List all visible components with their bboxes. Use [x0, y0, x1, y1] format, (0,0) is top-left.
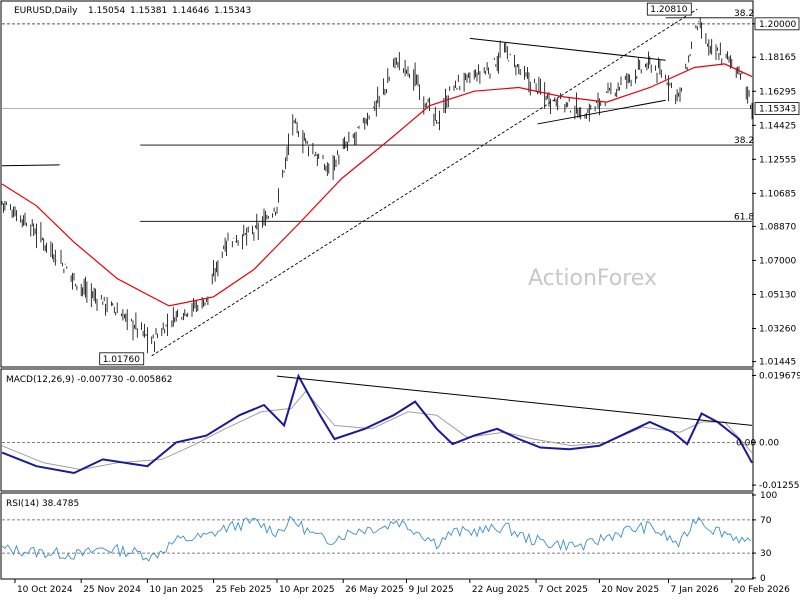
- macd-tick-label: 0.019679: [759, 371, 800, 381]
- price-header: EURUSD,Daily 1.15054 1.15381 1.14646 1.1…: [14, 6, 251, 16]
- fib-level-label: 38.2: [734, 136, 754, 146]
- ohlc-close: 1.15343: [214, 6, 251, 16]
- x-tick-label: 26 May 2025: [345, 585, 404, 595]
- price-tick-label: 1.08870: [759, 222, 796, 232]
- macd-layer: 0.00: [1, 373, 756, 475]
- ohlc-low: 1.14646: [172, 6, 209, 16]
- chart-title: EURUSD,Daily: [14, 6, 78, 16]
- price-layer: 38.2 61.8 38.2 1.20810 1.01760: [1, 2, 754, 366]
- ohlc-high: 1.15381: [130, 6, 167, 16]
- x-tick-label: 10 Jan 2025: [149, 585, 203, 595]
- macd-label: MACD(12,26,9) -0.007730 -0.005862: [6, 375, 172, 385]
- current-price-tag: 1.15343: [759, 105, 796, 115]
- rsi-panel-frame: [0, 492, 754, 580]
- triangle-upper-line: [469, 37, 666, 61]
- price-tick-label: 1.14425: [759, 121, 796, 131]
- x-tick-label: 10 Oct 2024: [17, 585, 73, 595]
- moving-average-line: [1, 63, 753, 307]
- x-tick-label: 22 Aug 2025: [472, 585, 530, 595]
- price-tick-label: 1.05130: [759, 290, 796, 300]
- x-tick-label: 10 Apr 2025: [279, 585, 335, 595]
- x-tick-label: 7 Oct 2025: [538, 585, 588, 595]
- rsi-line: [1, 515, 751, 562]
- rsi-tick-label: 70: [760, 516, 772, 526]
- macd-zero-label-inner: 0.00: [736, 438, 756, 448]
- price-panel-frame: [0, 0, 754, 368]
- x-tick-label: 25 Feb 2025: [216, 585, 272, 595]
- rsi-layer: [1, 515, 752, 562]
- price-tick-label: 1.16295: [759, 87, 796, 97]
- fib-level-label: 38.2: [734, 9, 754, 19]
- price-tick-label: 1.01445: [759, 358, 796, 368]
- annotation-box: [646, 2, 692, 16]
- macd-tick-label: -0.012552: [759, 481, 800, 491]
- annotation-label: 1.01760: [103, 355, 140, 365]
- macd-panel-frame: [0, 368, 754, 492]
- macd-signal-line: [1, 390, 753, 471]
- x-tick-label: 20 Feb 2026: [734, 585, 790, 595]
- axis-layer: 1.20000 1.18165 1.16295 1.14425 1.12555 1.106…: [14, 17, 800, 595]
- level-1-20-tag: 1.20000: [759, 20, 796, 30]
- annotation-box: [99, 352, 145, 366]
- watermark: ActionForex: [528, 266, 657, 291]
- rsi-tick-label: 100: [760, 491, 777, 501]
- price-tick-label: 1.10685: [759, 189, 796, 199]
- price-tick-label: 1.03260: [759, 325, 796, 335]
- macd-tick-label: 0.00: [759, 438, 779, 448]
- level-1-20-tag-box: [754, 17, 800, 31]
- rsi-label: RSI(14) 38.4785: [6, 499, 79, 509]
- triangle-lower-line: [537, 99, 666, 125]
- fib-level-label: 61.8: [734, 212, 754, 222]
- price-tick-label: 1.18165: [759, 53, 796, 63]
- support-trendline: [151, 8, 698, 357]
- macd-line: [1, 373, 753, 475]
- stub-line: [1, 164, 60, 167]
- x-tick-label: 25 Nov 2024: [83, 585, 141, 595]
- annotation-label: 1.20810: [650, 5, 687, 15]
- price-tick-label: 1.07000: [759, 256, 796, 266]
- price-tick-label: 1.12555: [759, 155, 796, 165]
- rsi-tick-label: 30: [760, 549, 772, 559]
- rsi-tick-label: 0: [760, 574, 766, 584]
- x-tick-label: 7 Jan 2026: [671, 585, 719, 595]
- macd-resistance-line: [276, 375, 753, 426]
- current-price-tag-box: [754, 102, 800, 115]
- ohlc-open: 1.15054: [88, 6, 125, 16]
- x-tick-label: 9 Jul 2025: [409, 585, 454, 595]
- x-tick-label: 20 Nov 2025: [601, 585, 659, 595]
